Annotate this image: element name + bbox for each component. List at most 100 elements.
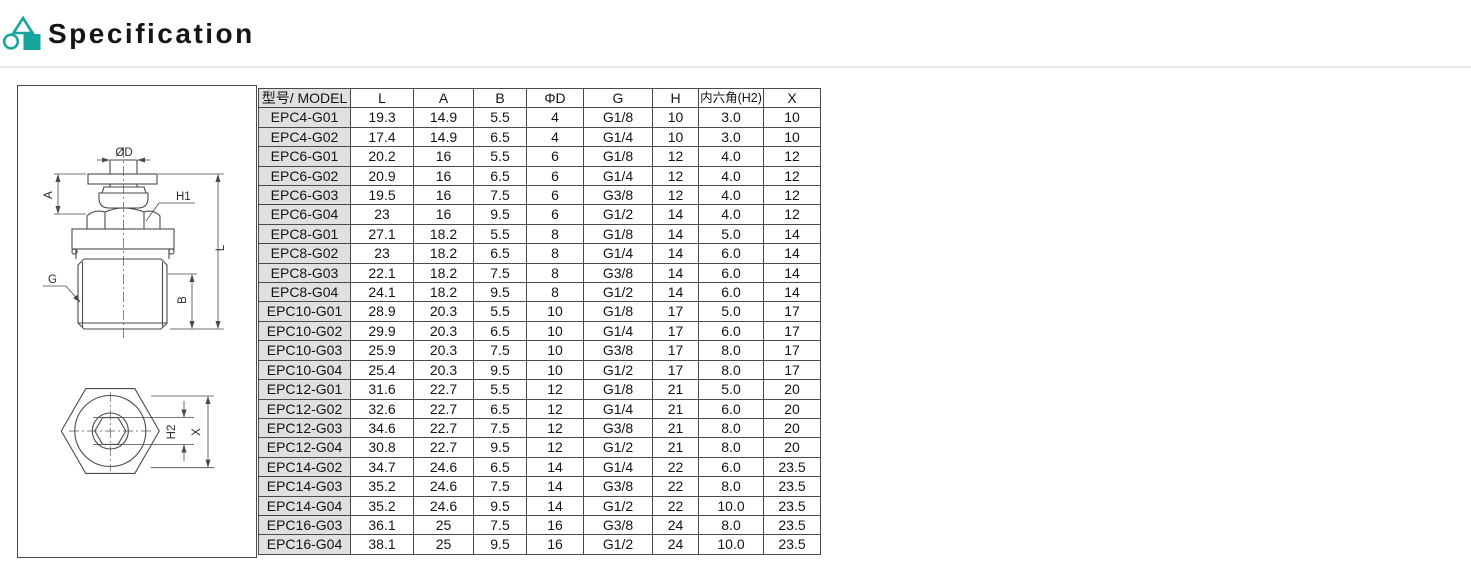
spec-value-cell: 24 <box>652 514 699 536</box>
spec-value-cell: 28.9 <box>350 301 414 322</box>
model-cell: EPC12-G03 <box>258 417 351 439</box>
spec-value-cell: 14.9 <box>413 107 474 128</box>
spec-value-cell: 14 <box>652 282 699 303</box>
col-header-g: G <box>583 87 653 109</box>
table-row: EPC6-G01 20.2 16 5.5 6 G1/8 12 4.0 12 <box>258 146 821 167</box>
spec-value-cell: 18.2 <box>413 223 474 245</box>
spec-value-cell: 21 <box>652 379 699 400</box>
spec-value-cell: 14 <box>652 223 699 245</box>
spec-value-cell: 6.0 <box>698 243 764 264</box>
spec-value-cell: 4.0 <box>698 146 764 167</box>
dim-label-g: G <box>48 274 57 286</box>
spec-value-cell: 34.6 <box>350 417 414 439</box>
spec-value-cell: 8.0 <box>698 417 764 439</box>
spec-value-cell: 5.5 <box>473 379 527 400</box>
spec-value-cell: 5.5 <box>473 146 527 167</box>
spec-value-cell: 8.0 <box>698 437 764 458</box>
spec-value-cell: 18.2 <box>413 243 474 264</box>
spec-value-cell: 30.8 <box>350 437 414 458</box>
model-cell: EPC10-G02 <box>258 320 351 342</box>
spec-value-cell: 27.1 <box>350 223 414 245</box>
spec-value-cell: 3.0 <box>698 126 764 148</box>
spec-value-cell: 38.1 <box>350 534 414 555</box>
spec-value-cell: 18.2 <box>413 262 474 284</box>
spec-value-cell: G1/4 <box>583 398 653 419</box>
spec-value-cell: 10 <box>763 126 821 148</box>
model-cell: EPC6-G02 <box>258 165 351 187</box>
table-row: EPC12-G01 31.6 22.7 5.5 12 G1/8 21 5.0 20 <box>258 379 821 400</box>
spec-value-cell: 24.6 <box>413 456 474 478</box>
spec-value-cell: 34.7 <box>350 456 414 478</box>
spec-value-cell: 9.5 <box>473 437 527 458</box>
spec-value-cell: 24.6 <box>413 476 474 497</box>
col-header-l: L <box>350 87 414 109</box>
spec-value-cell: 20.9 <box>350 165 414 187</box>
spec-value-cell: 12 <box>652 185 699 206</box>
spec-value-cell: 8.0 <box>698 476 764 497</box>
spec-value-cell: 21 <box>652 417 699 439</box>
model-cell: EPC14-G03 <box>258 476 351 497</box>
spec-value-cell: 8 <box>526 243 584 264</box>
table-row: EPC8-G03 22.1 18.2 7.5 8 G3/8 14 6.0 14 <box>258 262 821 284</box>
table-row: EPC4-G02 17.4 14.9 6.5 4 G1/4 10 3.0 10 <box>258 126 821 148</box>
spec-value-cell: 17 <box>652 301 699 322</box>
spec-value-cell: 20 <box>763 417 821 439</box>
spec-value-cell: G1/2 <box>583 437 653 458</box>
model-cell: EPC4-G01 <box>258 107 351 128</box>
model-cell: EPC14-G04 <box>258 495 351 516</box>
spec-value-cell: G3/8 <box>583 476 653 497</box>
spec-value-cell: 23 <box>350 204 414 225</box>
model-cell: EPC10-G01 <box>258 301 351 322</box>
spec-value-cell: 6.5 <box>473 243 527 264</box>
spec-value-cell: 16 <box>413 165 474 187</box>
spec-value-cell: 21 <box>652 437 699 458</box>
spec-value-cell: 14 <box>763 282 821 303</box>
table-header-row: 型号/ MODEL L A B ΦD G H 内六角(H2) X <box>258 87 821 109</box>
spec-value-cell: 10 <box>652 107 699 128</box>
spec-value-cell: 7.5 <box>473 340 527 361</box>
col-header-hex-h2: 内六角(H2) <box>698 87 764 109</box>
spec-value-cell: 4.0 <box>698 204 764 225</box>
spec-value-cell: 14 <box>652 262 699 284</box>
spec-value-cell: 5.5 <box>473 107 527 128</box>
spec-value-cell: 14 <box>763 262 821 284</box>
spec-value-cell: G1/8 <box>583 223 653 245</box>
dim-label-a: A <box>43 191 55 199</box>
spec-value-cell: 23 <box>350 243 414 264</box>
table-row: EPC12-G04 30.8 22.7 9.5 12 G1/2 21 8.0 20 <box>258 437 821 458</box>
table-row: EPC8-G02 23 18.2 6.5 8 G1/4 14 6.0 14 <box>258 243 821 264</box>
table-row: EPC16-G03 36.1 25 7.5 16 G3/8 24 8.0 23.5 <box>258 514 821 536</box>
spec-value-cell: 4.0 <box>698 165 764 187</box>
spec-value-cell: 12 <box>763 204 821 225</box>
fitting-technical-drawing: ØD A H1 G B L H2 X <box>43 147 227 474</box>
spec-value-cell: 6.0 <box>698 398 764 419</box>
model-cell: EPC10-G03 <box>258 340 351 361</box>
spec-value-cell: 6 <box>526 185 584 206</box>
spec-value-cell: 16 <box>413 185 474 206</box>
spec-value-cell: 22.7 <box>413 417 474 439</box>
model-cell: EPC12-G01 <box>258 379 351 400</box>
model-cell: EPC8-G04 <box>258 282 351 303</box>
spec-value-cell: 36.1 <box>350 514 414 536</box>
spec-value-cell: 6.0 <box>698 262 764 284</box>
spec-value-cell: 14 <box>763 223 821 245</box>
table-row: EPC8-G01 27.1 18.2 5.5 8 G1/8 14 5.0 14 <box>258 223 821 245</box>
model-cell: EPC14-G02 <box>258 456 351 478</box>
dim-label-l: L <box>215 244 227 251</box>
spec-value-cell: 14 <box>526 495 584 516</box>
model-cell: EPC8-G02 <box>258 243 351 264</box>
table-row: EPC14-G04 35.2 24.6 9.5 14 G1/2 22 10.0 23.5 <box>258 495 821 516</box>
model-cell: EPC12-G02 <box>258 398 351 419</box>
spec-value-cell: 6.5 <box>473 165 527 187</box>
spec-value-cell: G1/4 <box>583 456 653 478</box>
table-row: EPC12-G02 32.6 22.7 6.5 12 G1/4 21 6.0 20 <box>258 398 821 419</box>
spec-value-cell: 8 <box>526 223 584 245</box>
spec-value-cell: 23.5 <box>763 534 821 555</box>
model-cell: EPC8-G01 <box>258 223 351 245</box>
spec-value-cell: G1/2 <box>583 359 653 381</box>
spec-value-cell: 9.5 <box>473 495 527 516</box>
spec-value-cell: G3/8 <box>583 417 653 439</box>
spec-value-cell: G1/8 <box>583 107 653 128</box>
spec-value-cell: 7.5 <box>473 514 527 536</box>
spec-value-cell: G1/4 <box>583 126 653 148</box>
